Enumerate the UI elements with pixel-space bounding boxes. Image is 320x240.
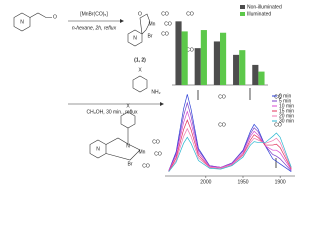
x-tick-label: 1950	[237, 179, 248, 185]
legend-label: Illuminated	[247, 11, 271, 17]
spectrum-line	[168, 127, 292, 172]
arrow-head	[160, 102, 164, 106]
compound-label: (1, 2)	[134, 57, 146, 63]
graphical-abstract: [MnBr(CO)₅] n-hexane, 2h, reflux (1, 2) …	[13, 4, 295, 185]
x-tick-label: 1900	[275, 179, 286, 185]
legend-swatch	[240, 5, 245, 9]
atom-label: N	[133, 35, 137, 41]
legend-label: 0 min	[279, 93, 291, 99]
bar	[220, 32, 227, 85]
atom-labels: N O N O Mn CO CO CO Br X NH₂ N N Mn CO CO CO Br X	[20, 11, 172, 169]
atom-label: X	[138, 67, 142, 73]
legend-label: 30 min	[279, 118, 294, 124]
condition: CH₃OH, 30 min., reflux	[87, 109, 138, 115]
bar	[181, 31, 188, 85]
co-label: CO	[274, 94, 282, 100]
bar	[258, 71, 265, 85]
legend-label: 5 min	[279, 98, 291, 104]
co-label: CO	[218, 94, 226, 100]
atom-label: CO	[142, 163, 150, 169]
atom-label: Br	[128, 161, 133, 167]
atom-label: CO	[161, 11, 169, 17]
bar	[239, 50, 246, 85]
condition: n-hexane, 2h, reflux	[72, 25, 117, 31]
atom-label: Mn	[139, 149, 146, 155]
atom-label: CO	[161, 31, 169, 37]
chelate-ring	[139, 13, 151, 35]
atom-label: X	[126, 103, 130, 109]
aniline-ring	[132, 75, 148, 93]
atom-label: NH₂	[151, 89, 160, 95]
atom-label: CO	[164, 21, 172, 27]
atom-label: CO	[154, 151, 162, 157]
legend-label: 10 min	[279, 103, 294, 109]
atom-label: N	[96, 146, 100, 152]
co-label: CO	[218, 122, 226, 128]
atom-label: N	[126, 143, 130, 149]
x-tick-label: 2000	[200, 179, 211, 185]
atom-label: Mn	[149, 21, 156, 27]
bar	[175, 21, 182, 86]
co-label: CO	[274, 122, 282, 128]
atom-label: O	[138, 11, 142, 17]
atom-label: N	[20, 19, 24, 25]
legend-swatch	[240, 12, 245, 16]
bar	[233, 54, 240, 85]
aldehyde-chain	[29, 12, 52, 18]
legend-label: 15 min	[279, 108, 294, 114]
spectrum-line	[168, 101, 292, 172]
co-label: CO	[186, 47, 194, 53]
bar	[194, 48, 201, 85]
bar	[200, 30, 207, 86]
structures	[13, 12, 164, 161]
atom-label: O	[53, 14, 57, 20]
co-labels: CO CO CO CO CO CO	[186, 11, 282, 128]
legend-label: Non-illuminated	[247, 4, 282, 10]
bar	[213, 41, 220, 85]
reagent: [MnBr(CO)₅]	[80, 11, 108, 17]
spectrum-line	[168, 132, 292, 172]
atom-label: CO	[152, 139, 160, 145]
atom-label: Br	[148, 33, 153, 39]
co-label: CO	[186, 11, 194, 17]
arrow-head	[120, 19, 124, 23]
bar	[252, 64, 259, 85]
chelate-ring	[105, 137, 141, 161]
spectrum-line	[168, 110, 292, 171]
trend-arrows	[197, 88, 277, 168]
legend-label: 20 min	[279, 113, 294, 119]
